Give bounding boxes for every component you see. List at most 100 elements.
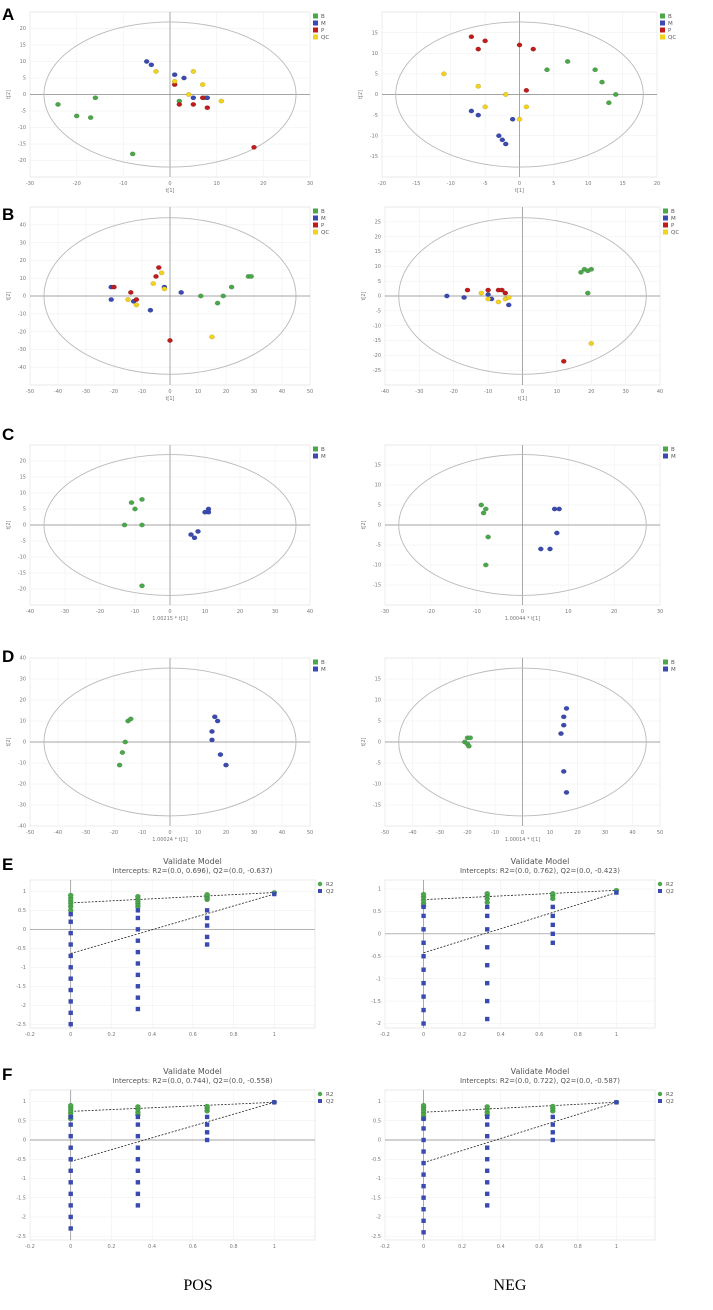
data-point-q2 [68, 999, 73, 1004]
chart-subtitle: Intercepts: R2=(0.0, 0.762), Q2=(0.0, -0… [460, 867, 620, 875]
y-tick-label: -20 [18, 587, 26, 593]
x-axis-label: 1.00215 * t[1] [152, 616, 187, 622]
legend-label-b: B [671, 660, 675, 666]
y-tick-label: 15 [375, 249, 381, 255]
x-tick-label: 0 [521, 830, 524, 836]
x-tick-label: 0.6 [189, 1032, 197, 1038]
data-point-p [468, 34, 475, 40]
data-point-q2 [485, 980, 490, 986]
legend-swatch-qc [663, 229, 668, 235]
y-tick-label: -15 [373, 338, 381, 344]
data-point-r2 [67, 1102, 74, 1108]
y-tick-label: 5 [375, 72, 378, 78]
data-point-q2 [550, 1114, 555, 1120]
data-point-q2 [614, 890, 619, 895]
data-point-p [251, 144, 257, 150]
y-tick-label: -5 [21, 539, 26, 545]
data-point-b [55, 102, 61, 107]
x-tick-label: -0.2 [380, 1032, 390, 1038]
x-tick-label: -0.2 [25, 1244, 35, 1250]
data-point-m [178, 290, 184, 295]
y-tick-label: -15 [373, 583, 381, 589]
y-tick-label: -10 [18, 125, 26, 131]
regression-line-r2 [423, 889, 617, 901]
y-tick-label: 10 [372, 51, 378, 57]
data-point-m [195, 529, 201, 534]
data-point-r2 [484, 891, 491, 896]
legend-label-m: M [321, 21, 326, 27]
y-tick-label: -5 [21, 109, 26, 115]
x-tick-label: 20 [574, 830, 580, 836]
legend-label-p: P [321, 28, 325, 34]
y-tick-label: -0.5 [371, 1157, 381, 1163]
data-point-b [139, 522, 145, 528]
data-point-q2 [204, 1122, 210, 1127]
x-tick-label: -30 [415, 389, 423, 395]
data-point-q2 [421, 1149, 426, 1154]
data-point-m [560, 714, 567, 720]
y-tick-label: 40 [20, 223, 26, 229]
y-tick-label: -40 [18, 365, 26, 371]
plot-area [29, 1089, 316, 1241]
x-tick-label: -10 [491, 830, 499, 836]
data-point-r2 [67, 892, 74, 898]
y-tick-label: 5 [23, 507, 26, 513]
x-tick-label: 20 [237, 609, 243, 615]
y-axis-label: t[2] [6, 291, 12, 300]
y-tick-label: -20 [18, 158, 26, 164]
y-tick-label: -1 [376, 976, 381, 982]
data-point-qc [485, 296, 491, 302]
data-point-m [191, 535, 198, 541]
y-axis-label: t[2] [6, 520, 12, 529]
data-point-q2 [485, 963, 490, 968]
data-point-q2 [272, 1100, 277, 1105]
y-tick-label: -2.5 [16, 1234, 26, 1240]
plot-area [29, 879, 316, 1029]
data-point-p [530, 46, 537, 52]
data-point-m [211, 714, 218, 720]
legend-label-b: B [671, 447, 675, 453]
data-point-q2 [421, 980, 426, 986]
x-tick-label: 1 [273, 1032, 276, 1038]
y-tick-label: -10 [373, 563, 381, 569]
data-point-q2 [421, 954, 426, 959]
legend-swatch-qc [313, 34, 318, 40]
data-point-b [73, 113, 80, 119]
legend-label-m: M [671, 216, 676, 222]
data-point-p [153, 274, 159, 279]
legend-label-m: M [321, 216, 326, 222]
data-point-b [599, 79, 605, 85]
x-tick-label: -50 [381, 830, 389, 836]
x-tick-label: 50 [657, 830, 663, 836]
data-point-q2 [421, 967, 426, 972]
data-point-b [592, 67, 598, 73]
data-point-b [544, 67, 550, 73]
legend-label-q2: Q2 [666, 889, 674, 895]
x-tick-label: -30 [61, 609, 69, 615]
legend-label-r2: R2 [326, 1092, 333, 1098]
x-axis-label: t[1] [518, 396, 527, 402]
y-axis-label: t[2] [358, 90, 364, 99]
data-point-q2 [421, 1230, 426, 1235]
chart-c-neg: -15 -10 -5 0 5 10 15 -30 -20 -10 0 10 20 30 1.00044 * … [361, 444, 676, 622]
data-point-m [217, 752, 224, 757]
x-tick-label: -30 [82, 830, 90, 836]
chart-subtitle: Intercepts: R2=(0.0, 0.722), Q2=(0.0, -0… [460, 1077, 620, 1085]
data-point-q2 [550, 1130, 555, 1135]
x-tick-label: -20 [110, 389, 118, 395]
legend-swatch-m [663, 453, 668, 459]
data-point-q2 [550, 913, 555, 919]
x-tick-label: 0.8 [574, 1244, 582, 1250]
y-tick-label: -30 [18, 803, 26, 809]
data-point-b [87, 115, 94, 121]
y-tick-label: 0 [23, 740, 26, 746]
data-point-b [116, 762, 123, 768]
data-point-q2 [421, 1172, 426, 1177]
data-point-q2 [421, 904, 426, 910]
data-point-q2 [485, 913, 490, 919]
chart-title: Validate Model [511, 857, 570, 866]
x-tick-label: -10 [447, 181, 455, 187]
chart-e-neg: -2 -1.5 -1 -0.5 0 0.5 1 -0.2 0 0.2 0.4 0.6 0.8 1 Valid… [371, 857, 674, 1038]
x-tick-label: 30 [622, 389, 628, 395]
legend-label-p: P [668, 28, 672, 34]
